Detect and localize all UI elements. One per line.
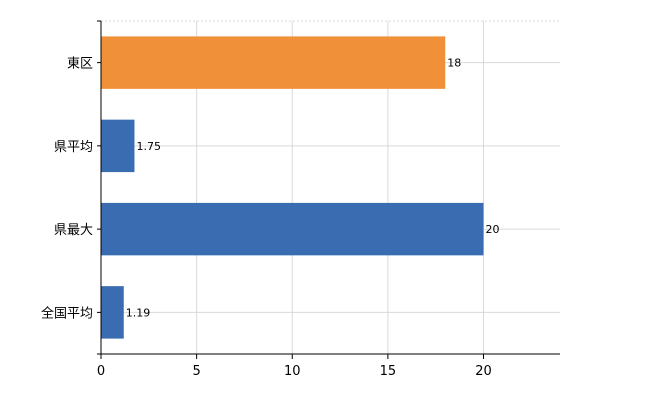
- category-label-3: 全国平均: [41, 305, 93, 321]
- bar-3: [101, 286, 124, 339]
- bar-1: [101, 119, 135, 173]
- x-tick-label-3: 15: [380, 364, 397, 379]
- bar-0: [101, 36, 446, 89]
- labels: 18 東区 1.75 県平均 20 県最大 1.19 全国平均 0 5 10 15 20: [41, 56, 500, 379]
- data-label-0: 18: [447, 57, 461, 70]
- data-label-1: 1.75: [136, 140, 161, 153]
- category-label-2: 県最大: [54, 223, 93, 238]
- data-label-3: 1.19: [126, 306, 151, 319]
- x-tick-label-1: 5: [192, 364, 200, 379]
- bars: [101, 36, 484, 339]
- x-tick-label-0: 0: [97, 364, 105, 379]
- category-label-1: 県平均: [54, 140, 93, 155]
- category-label-0: 東区: [67, 56, 93, 72]
- x-tick-label-4: 20: [475, 364, 492, 379]
- bar-2: [101, 202, 484, 256]
- x-tick-label-2: 10: [284, 364, 301, 379]
- data-label-2: 20: [486, 223, 500, 236]
- axes: [97, 20, 560, 359]
